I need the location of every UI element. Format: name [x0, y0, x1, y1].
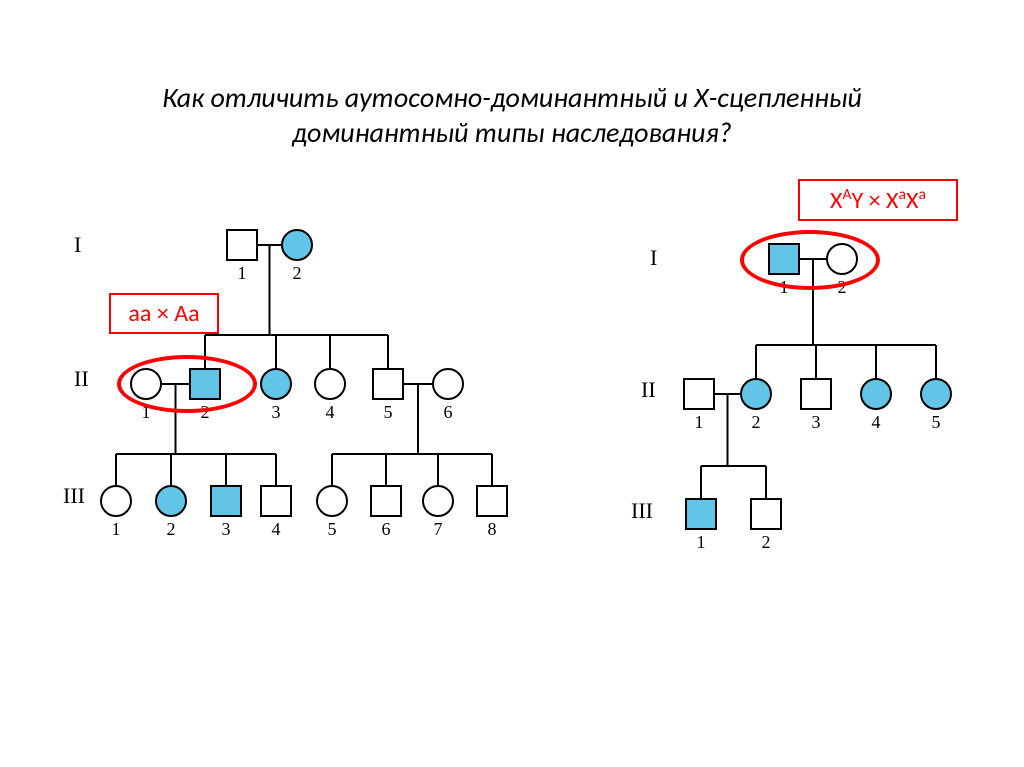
- highlight-ellipse: [740, 230, 880, 290]
- pedigree-node: [314, 368, 346, 400]
- pedigree-node: [316, 485, 348, 517]
- node-number: 1: [683, 412, 715, 433]
- pedigree-node: [260, 485, 292, 517]
- genotype-label: XAY × XaXa: [798, 179, 958, 221]
- node-number: 1: [100, 519, 132, 540]
- highlight-ellipse: [117, 355, 257, 413]
- node-number: 1: [226, 263, 258, 284]
- node-number: 2: [281, 263, 313, 284]
- node-number: 4: [860, 412, 892, 433]
- node-number: 2: [750, 532, 782, 553]
- gen-label: II: [641, 377, 656, 403]
- node-number: 3: [210, 519, 242, 540]
- pedigree-node: [210, 485, 242, 517]
- pedigree-node: [685, 498, 717, 530]
- node-number: 4: [260, 519, 292, 540]
- pedigree-stage: IIIIII1212345612345678aa × AaIIIIII12123…: [0, 0, 1024, 767]
- node-number: 3: [260, 402, 292, 423]
- pedigree-node: [281, 229, 313, 261]
- pedigree-node: [683, 378, 715, 410]
- pedigree-node: [860, 378, 892, 410]
- genotype-label: aa × Aa: [109, 293, 219, 334]
- node-number: 8: [476, 519, 508, 540]
- pedigree-node: [155, 485, 187, 517]
- node-number: 4: [314, 402, 346, 423]
- pedigree-node: [750, 498, 782, 530]
- node-number: 5: [920, 412, 952, 433]
- gen-label: II: [74, 366, 89, 392]
- node-number: 7: [422, 519, 454, 540]
- node-number: 2: [155, 519, 187, 540]
- pedigree-node: [432, 368, 464, 400]
- node-number: 3: [800, 412, 832, 433]
- pedigree-node: [476, 485, 508, 517]
- gen-label: I: [650, 245, 657, 271]
- node-number: 2: [740, 412, 772, 433]
- pedigree-node: [372, 368, 404, 400]
- node-number: 1: [685, 532, 717, 553]
- pedigree-node: [800, 378, 832, 410]
- gen-label: III: [631, 498, 653, 524]
- node-number: 6: [432, 402, 464, 423]
- node-number: 5: [372, 402, 404, 423]
- pedigree-node: [226, 229, 258, 261]
- pedigree-node: [370, 485, 402, 517]
- node-number: 5: [316, 519, 348, 540]
- node-number: 6: [370, 519, 402, 540]
- pedigree-node: [740, 378, 772, 410]
- pedigree-node: [920, 378, 952, 410]
- pedigree-node: [422, 485, 454, 517]
- pedigree-node: [100, 485, 132, 517]
- gen-label: III: [63, 483, 85, 509]
- gen-label: I: [74, 232, 81, 258]
- pedigree-node: [260, 368, 292, 400]
